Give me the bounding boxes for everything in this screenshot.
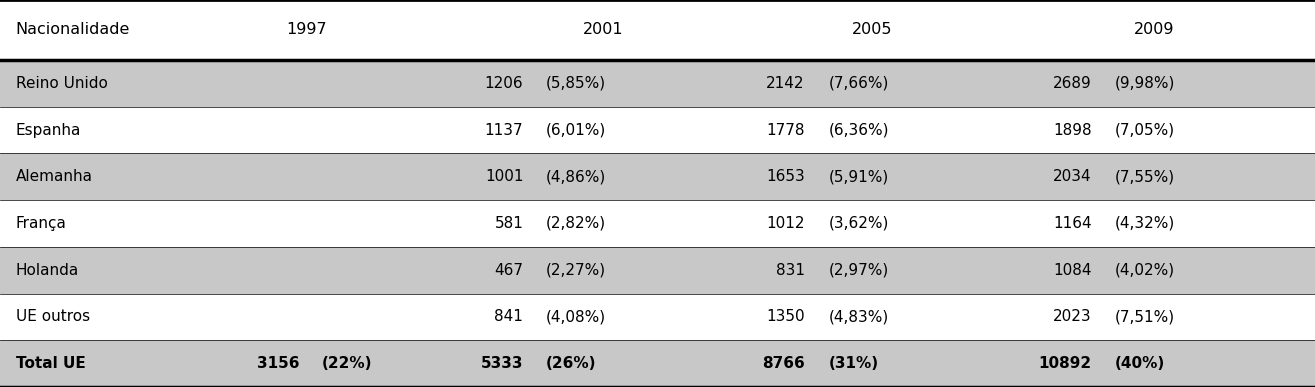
Text: 1206: 1206 [485,76,523,91]
Text: (4,83%): (4,83%) [828,310,889,324]
Bar [0,153,1315,200]
Text: (40%): (40%) [1115,356,1165,371]
Text: 2023: 2023 [1053,310,1091,324]
Text: (9,98%): (9,98%) [1115,76,1176,91]
Text: (7,55%): (7,55%) [1115,169,1176,184]
Text: 5333: 5333 [481,356,523,371]
Bar [0,200,1315,247]
Text: França: França [16,216,67,231]
Text: (4,02%): (4,02%) [1115,263,1176,278]
Bar [0,340,1315,387]
Text: (6,36%): (6,36%) [828,123,889,137]
Bar [0,247,1315,294]
Text: (5,91%): (5,91%) [828,169,889,184]
Text: 1778: 1778 [767,123,805,137]
Text: (4,32%): (4,32%) [1115,216,1176,231]
Text: 2005: 2005 [852,22,893,38]
Text: (3,62%): (3,62%) [828,216,889,231]
Text: (2,27%): (2,27%) [546,263,606,278]
Text: (7,05%): (7,05%) [1115,123,1176,137]
Text: 1898: 1898 [1053,123,1091,137]
Text: (22%): (22%) [322,356,372,371]
Text: 1137: 1137 [485,123,523,137]
Text: 467: 467 [494,263,523,278]
Text: (31%): (31%) [828,356,878,371]
Text: 2034: 2034 [1053,169,1091,184]
Text: Total UE: Total UE [16,356,85,371]
Text: 1012: 1012 [767,216,805,231]
Text: Nacionalidade: Nacionalidade [16,22,130,38]
Text: 1164: 1164 [1053,216,1091,231]
Text: (4,86%): (4,86%) [546,169,606,184]
Text: 10892: 10892 [1039,356,1091,371]
Text: (2,82%): (2,82%) [546,216,606,231]
Text: 3156: 3156 [258,356,300,371]
Bar [0,60,1315,107]
Text: 1084: 1084 [1053,263,1091,278]
Bar [0,0,1315,60]
Text: (4,08%): (4,08%) [546,310,606,324]
Text: 831: 831 [776,263,805,278]
Text: Alemanha: Alemanha [16,169,93,184]
Text: 1997: 1997 [287,22,327,38]
Text: UE outros: UE outros [16,310,89,324]
Text: 581: 581 [494,216,523,231]
Bar [0,294,1315,340]
Text: Espanha: Espanha [16,123,82,137]
Text: 8766: 8766 [761,356,805,371]
Text: (5,85%): (5,85%) [546,76,606,91]
Text: (7,66%): (7,66%) [828,76,889,91]
Text: 1653: 1653 [767,169,805,184]
Text: 2689: 2689 [1053,76,1091,91]
Text: 2009: 2009 [1134,22,1174,38]
Text: 1350: 1350 [767,310,805,324]
Text: (2,97%): (2,97%) [828,263,889,278]
Text: 2001: 2001 [583,22,623,38]
Text: 2142: 2142 [767,76,805,91]
Text: (6,01%): (6,01%) [546,123,606,137]
Text: Reino Unido: Reino Unido [16,76,108,91]
Text: 841: 841 [494,310,523,324]
Text: (7,51%): (7,51%) [1115,310,1176,324]
Text: Holanda: Holanda [16,263,79,278]
Text: (26%): (26%) [546,356,596,371]
Bar [0,107,1315,153]
Text: 1001: 1001 [485,169,523,184]
